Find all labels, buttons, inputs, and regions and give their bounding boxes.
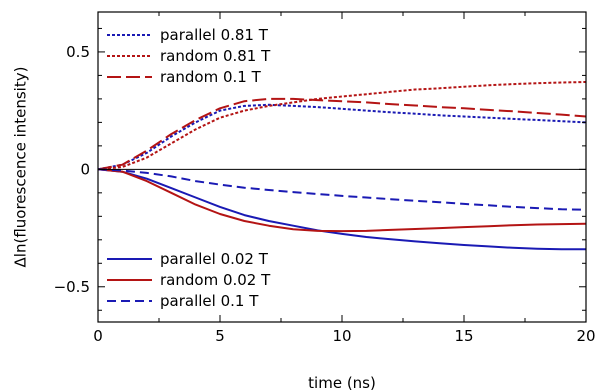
legend-label: parallel 0.1 T: [160, 292, 259, 310]
legend-label: random 0.02 T: [160, 271, 271, 289]
legend-top: parallel 0.81 T random 0.81 T random 0.1 T: [107, 26, 271, 86]
x-tick-label: 15: [454, 327, 473, 345]
y-tick-label: 0.5: [66, 43, 90, 61]
ticks-layer: 0 5 10 15 20 −0.5 0 0.5: [54, 12, 596, 345]
x-tick-label: 10: [332, 327, 351, 345]
series-line-parallel-0-81-t: [97, 103, 587, 171]
legend-bottom: parallel 0.02 T random 0.02 T parallel 0.1…: [107, 250, 271, 310]
legend-label: parallel 0.81 T: [160, 26, 269, 44]
legend-label: parallel 0.02 T: [160, 250, 269, 268]
x-tick-label: 5: [215, 327, 225, 345]
series-line-parallel-0-02-t: [97, 168, 586, 251]
series-line-random-0-02-t: [97, 168, 587, 233]
series-layer: [97, 81, 587, 251]
series-line-random-0-81-t: [97, 81, 587, 171]
series-line-random-0-1-t: [97, 97, 587, 171]
y-tick-label: 0: [80, 160, 90, 178]
legend-label: random 0.81 T: [160, 47, 271, 65]
legend-label: random 0.1 T: [160, 68, 262, 86]
y-tick-label: −0.5: [54, 278, 90, 296]
y-axis-label: Δln(fluorescence intensity): [11, 67, 29, 268]
x-tick-label: 0: [93, 327, 103, 345]
plot-frame: [97, 11, 587, 323]
x-tick-label: 20: [576, 327, 595, 345]
x-axis-label: time (ns): [308, 374, 376, 392]
series-line-parallel-0-1-t: [97, 168, 587, 211]
